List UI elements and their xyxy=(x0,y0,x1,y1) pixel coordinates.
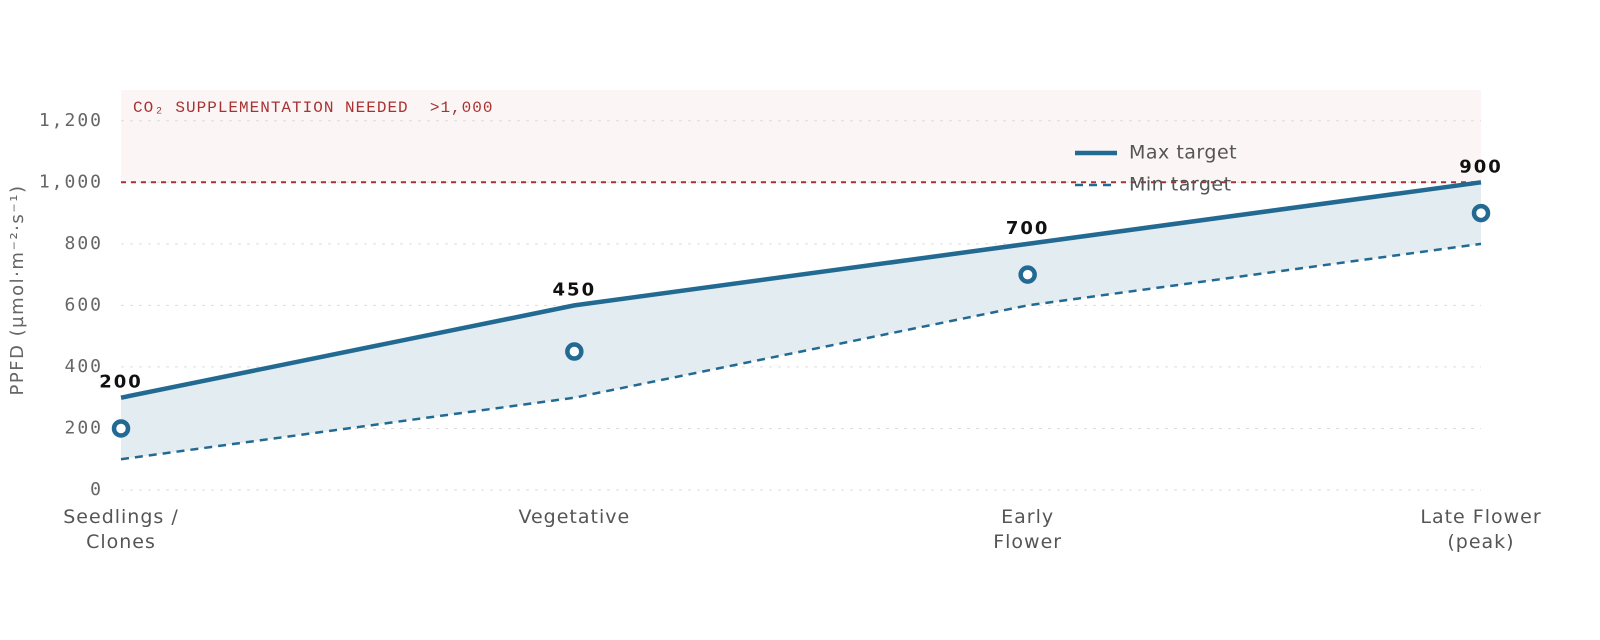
point xyxy=(565,342,584,361)
y-axis-label: PPFD (µmol·m⁻²·s⁻¹) xyxy=(7,185,28,396)
target-band xyxy=(121,182,1481,460)
x-tick-label: Seedlings / Clones xyxy=(63,506,179,553)
y-tick-label: 1,000 xyxy=(39,171,103,192)
point-label: 200 xyxy=(99,372,143,393)
y-tick-label: 800 xyxy=(64,233,103,254)
legend-label: Min target xyxy=(1129,174,1232,196)
point xyxy=(1018,265,1037,284)
y-tick-label: 600 xyxy=(64,294,103,315)
y-tick-label: 200 xyxy=(64,417,103,438)
y-tick-label: 400 xyxy=(64,356,103,377)
point xyxy=(111,419,131,438)
point-label: 450 xyxy=(553,279,597,300)
threshold-zone xyxy=(121,90,1481,183)
x-tick-label: Vegetative xyxy=(518,506,631,528)
legend-label: Max target xyxy=(1129,142,1237,164)
x-tick-label: Late Flower (peak) xyxy=(1420,506,1542,553)
threshold-label: CO₂ SUPPLEMENTATION NEEDED >1,000 xyxy=(133,99,493,117)
y-tick-label: 1,200 xyxy=(39,110,103,131)
series-line xyxy=(120,242,1482,461)
series-line xyxy=(120,180,1482,400)
point xyxy=(1471,203,1491,223)
y-tick-label: 0 xyxy=(90,479,103,500)
point-label: 900 xyxy=(1459,156,1503,177)
point-label: 700 xyxy=(1006,218,1050,239)
x-tick-label: Early Flower xyxy=(993,506,1063,553)
